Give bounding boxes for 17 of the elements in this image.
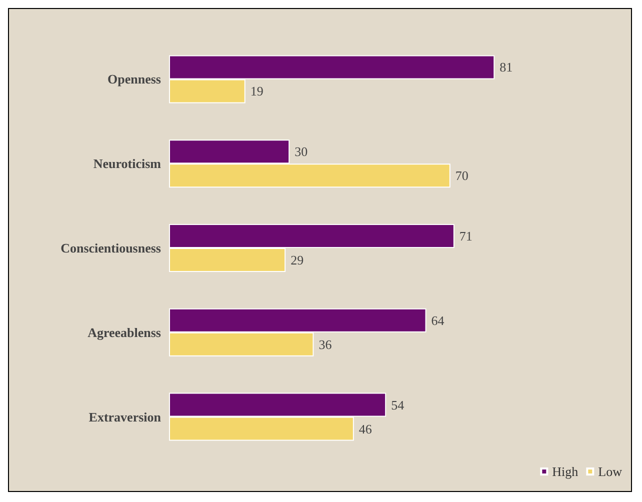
data-label: 36	[318, 336, 332, 352]
data-label: 71	[459, 228, 472, 244]
data-label: 46	[358, 421, 372, 436]
data-label: 54	[391, 397, 405, 412]
data-label: 29	[290, 252, 304, 268]
y-tick-label: Openness	[108, 72, 161, 87]
data-label: 19	[250, 84, 264, 99]
data-label: 70	[455, 168, 468, 184]
y-tick-label: Conscientiousness	[60, 240, 161, 256]
data-label: 64	[431, 312, 445, 328]
y-tick-label: Extraversion	[88, 409, 162, 424]
data-label: 30	[294, 144, 308, 160]
data-label: 81	[500, 60, 513, 75]
y-tick-label: Agreeablenss	[88, 324, 161, 340]
legend-label: Low	[598, 464, 623, 479]
legend-label: High	[552, 464, 579, 479]
y-tick-label: Neuroticism	[93, 156, 162, 172]
